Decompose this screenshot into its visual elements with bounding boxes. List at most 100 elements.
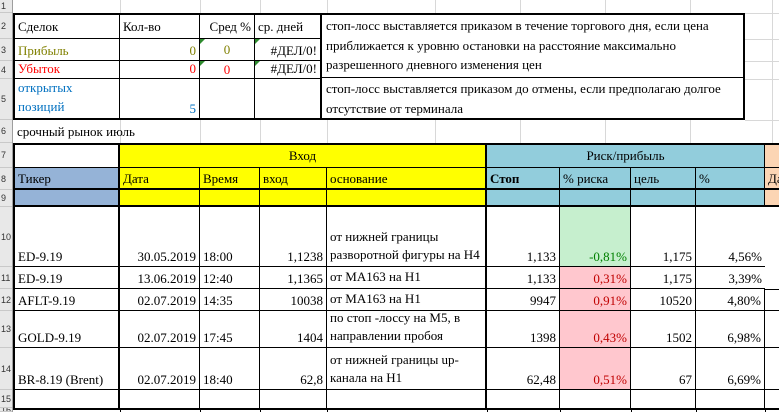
cell-reason[interactable]: от MA163 на H1 xyxy=(327,267,487,289)
cell-date[interactable]: 02.07.2019 xyxy=(120,311,200,348)
summary-header-avg-pct[interactable]: Сред % xyxy=(200,15,255,39)
row-header-14[interactable]: 14 xyxy=(0,348,12,390)
cell-empty[interactable] xyxy=(560,190,631,207)
cell-empty[interactable] xyxy=(696,190,765,207)
cell-open-positions-avg-pct[interactable] xyxy=(200,79,255,118)
summary-header-avg-days[interactable]: ср. дней xyxy=(255,15,320,39)
row-header-6[interactable]: 6 xyxy=(0,120,12,143)
cell-time[interactable]: 12:40 xyxy=(200,267,260,289)
note-gtc-stop[interactable]: стоп-лосс выставляется приказом до отмен… xyxy=(326,81,721,116)
cell-time[interactable]: 18:40 xyxy=(200,348,260,390)
row-header-4[interactable]: 4 xyxy=(0,61,12,79)
row-header-3[interactable]: 3 xyxy=(0,39,12,61)
cell-time[interactable]: 17:45 xyxy=(200,311,260,348)
cell-entry[interactable]: 1404 xyxy=(260,311,327,348)
cell-loss-count[interactable]: 0 xyxy=(120,61,200,79)
section-label[interactable]: срочный рынок июль xyxy=(17,124,135,139)
cell-empty[interactable] xyxy=(15,190,120,207)
cell-target[interactable]: 1,175 xyxy=(631,267,696,289)
cell-risk-pct[interactable]: 0,51% xyxy=(560,348,631,390)
row-header-8[interactable]: 8 xyxy=(0,168,12,190)
cell-entry[interactable]: 1,1365 xyxy=(260,267,327,289)
cell-empty[interactable] xyxy=(487,390,560,408)
cell-empty[interactable] xyxy=(696,390,765,408)
cell-reason[interactable]: от MA163 на H1 xyxy=(327,289,487,311)
row-header-7[interactable]: 7 xyxy=(0,143,12,168)
col-header-reason[interactable]: основание xyxy=(327,168,487,190)
cell-profit-label[interactable]: Прибыль xyxy=(15,39,120,61)
cell-target[interactable]: 10520 xyxy=(631,289,696,311)
group-header-entry[interactable]: Вход xyxy=(120,145,487,168)
cell-profit-pct[interactable]: 6,98% xyxy=(696,311,765,348)
cell-reason[interactable]: от нижней границы разворотной фигуры на … xyxy=(327,207,487,267)
col-header-target[interactable]: цель xyxy=(631,168,696,190)
row-header-5[interactable]: 5 xyxy=(0,79,12,120)
cell-profit-count[interactable]: 0 xyxy=(120,39,200,61)
row-header-2[interactable]: 2 xyxy=(0,13,12,39)
cell-empty[interactable] xyxy=(327,190,487,207)
summary-header-count[interactable]: Кол-во xyxy=(120,15,200,39)
cell-target[interactable]: 1502 xyxy=(631,311,696,348)
cell-exit-date[interactable] xyxy=(765,267,779,289)
cell-loss-avg-pct[interactable]: 0 xyxy=(200,61,255,79)
cell-stop[interactable]: 9947 xyxy=(487,289,560,311)
row-header-11[interactable]: 11 xyxy=(0,267,12,289)
cell-profit-pct[interactable]: 4,56% xyxy=(696,207,765,267)
cell-empty[interactable] xyxy=(260,190,327,207)
row-header-13[interactable]: 13 xyxy=(0,311,12,348)
cell-loss-label[interactable]: Убыток xyxy=(15,61,120,79)
cell-profit-avg-pct[interactable]: 0 xyxy=(200,39,255,61)
note-intraday-stop[interactable]: стоп-лосс выставляется приказом в течени… xyxy=(322,15,743,78)
cell-risk-pct[interactable]: 0,31% xyxy=(560,267,631,289)
row-header-12[interactable]: 12 xyxy=(0,289,12,311)
cell-exit-date[interactable] xyxy=(765,289,779,311)
col-header-entry[interactable]: вход xyxy=(260,168,327,190)
cell-entry[interactable]: 10038 xyxy=(260,289,327,311)
cell-ticker[interactable]: ED-9.19 xyxy=(15,207,120,267)
cell-date[interactable]: 13.06.2019 xyxy=(120,267,200,289)
cell-reason[interactable]: от нижней границы up-канала на H1 xyxy=(327,348,487,390)
row-header-10[interactable]: 10 xyxy=(0,207,12,267)
cell-profit-pct[interactable]: 3,39% xyxy=(696,267,765,289)
cell-ticker[interactable]: GOLD-9.19 xyxy=(15,311,120,348)
cell-exit-date[interactable] xyxy=(765,311,779,348)
cell-target[interactable]: 1,175 xyxy=(631,207,696,267)
cell-open-positions-count[interactable]: 5 xyxy=(120,79,200,118)
row-header-15[interactable]: 15 xyxy=(0,390,12,408)
cell-empty[interactable] xyxy=(120,390,200,408)
group-header-exit[interactable] xyxy=(765,145,779,168)
cell-risk-pct[interactable]: 0,91% xyxy=(560,289,631,311)
col-header-risk-pct[interactable]: % риска xyxy=(560,168,631,190)
cell-exit-date[interactable] xyxy=(765,348,779,390)
cell-loss-avg-days[interactable]: #ДЕЛ/0! xyxy=(255,61,320,79)
cell-reason[interactable]: по стоп -лоссу на M5, в направлении проб… xyxy=(327,311,487,348)
cell-stop[interactable]: 1398 xyxy=(487,311,560,348)
cell-empty[interactable] xyxy=(631,390,696,408)
col-header-time[interactable]: Время xyxy=(200,168,260,190)
cell-stop[interactable]: 1,133 xyxy=(487,267,560,289)
cell-exit-date[interactable] xyxy=(765,390,779,408)
col-header-date[interactable]: Дата xyxy=(120,168,200,190)
cell-empty[interactable] xyxy=(15,390,120,408)
cell-time[interactable]: 14:35 xyxy=(200,289,260,311)
cell-profit-avg-days[interactable]: #ДЕЛ/0! xyxy=(255,39,320,61)
cell-ticker[interactable]: AFLT-9.19 xyxy=(15,289,120,311)
cell-entry[interactable]: 62,8 xyxy=(260,348,327,390)
cell-blank-corner[interactable] xyxy=(15,145,120,168)
cell-empty[interactable] xyxy=(260,390,327,408)
cell-exit-date[interactable] xyxy=(765,207,779,267)
cell-risk-pct[interactable]: -0,81% xyxy=(560,207,631,267)
cell-empty[interactable] xyxy=(631,190,696,207)
summary-header-deals[interactable]: Сделок xyxy=(15,15,120,39)
cell-date[interactable]: 30.05.2019 xyxy=(120,207,200,267)
group-header-risk[interactable]: Риск/прибыль xyxy=(487,145,765,168)
col-header-stop[interactable]: Стоп xyxy=(487,168,560,190)
cell-empty[interactable] xyxy=(765,190,779,207)
cell-risk-pct[interactable]: 0,43% xyxy=(560,311,631,348)
cell-date[interactable]: 02.07.2019 xyxy=(120,289,200,311)
cell-time[interactable]: 18:00 xyxy=(200,207,260,267)
cell-empty[interactable] xyxy=(200,390,260,408)
cell-profit-pct[interactable]: 4,80% xyxy=(696,289,765,311)
cell-profit-pct[interactable]: 6,69% xyxy=(696,348,765,390)
cell-empty[interactable] xyxy=(200,190,260,207)
